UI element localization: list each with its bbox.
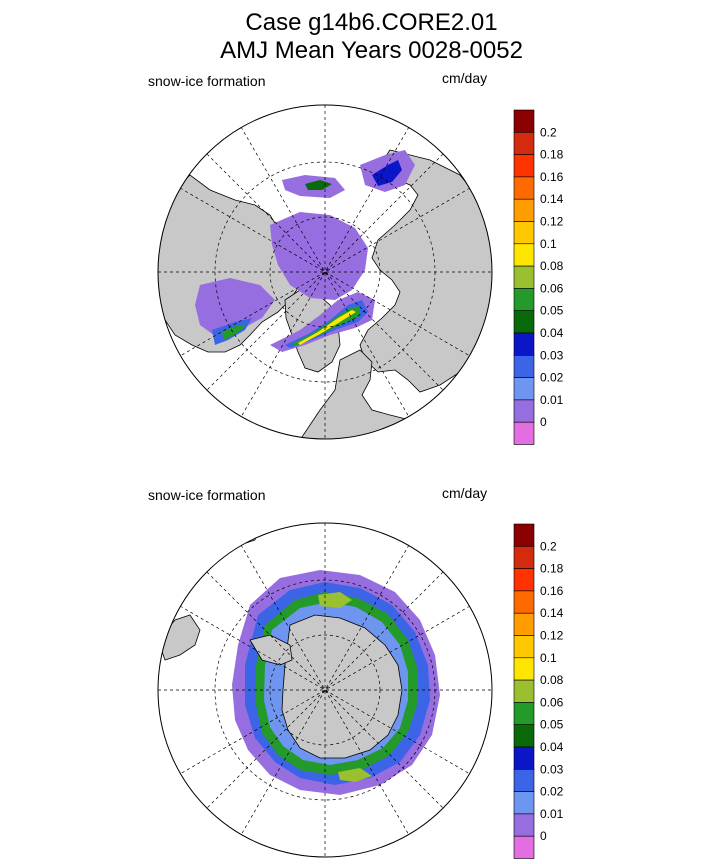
south-colorbar-tick-label: 0.02 <box>540 785 564 799</box>
south-colorbar-swatch-6 <box>513 657 535 681</box>
north-colorbar-swatch-10 <box>513 332 535 356</box>
north-colorbar-swatch-9 <box>513 310 535 334</box>
north-colorbar-tick-label: 0.06 <box>540 281 564 295</box>
south-seaice-yellow-ross <box>338 768 372 782</box>
south-land-peninsula <box>249 634 293 666</box>
north-colorbar-tick-label: 0.1 <box>540 237 557 251</box>
north-colorbar-swatch-3 <box>513 176 535 200</box>
figure-title-case: Case g14b6.CORE2.01 <box>245 9 498 36</box>
north-colorbar-swatch-4 <box>513 198 535 222</box>
north-colorbar-swatch-14 <box>513 421 535 445</box>
south-colorbar-tick-label: 0.16 <box>540 584 564 598</box>
north-seaice-barents-yellow <box>298 310 356 345</box>
north-seaice-okhotsk-blue <box>372 160 402 186</box>
south-colorbar-swatch-10 <box>513 746 535 770</box>
north-colorbar-tick-label: 0.16 <box>540 170 564 184</box>
south-land-antarctica <box>281 614 403 759</box>
south-colorbar-swatch-5 <box>513 635 535 659</box>
south-colorbar-tick-label: 0.06 <box>540 695 564 709</box>
south-colorbar-swatch-13 <box>513 813 535 837</box>
north-colorbar-swatch-7 <box>513 265 535 289</box>
south-colorbar-swatch-9 <box>513 724 535 748</box>
south-colorbar-tick-label: 0.03 <box>540 762 564 776</box>
north-colorbar-swatch-0 <box>513 109 535 133</box>
north-colorbar-swatch-8 <box>513 288 535 311</box>
south-colorbar-tick-label: 0.14 <box>540 606 564 620</box>
north-colorbar-tick-label: 0.02 <box>540 371 564 385</box>
north-colorbar-swatch-12 <box>513 377 535 401</box>
south-colorbar-swatch-4 <box>513 612 535 636</box>
north-colorbar-tick-label: 0.08 <box>540 259 564 273</box>
south-colorbar-tick-label: 0.04 <box>540 740 564 754</box>
north-colorbar-tick-label: 0.18 <box>540 148 564 162</box>
south-colorbar-swatch-14 <box>513 835 535 859</box>
south-seaice-yellow-weddell <box>318 592 352 608</box>
north-colorbar: 0.2 0.18 0.16 0.14 0.12 0.1 0.08 0.06 0.05 0.04 0.… <box>513 109 564 445</box>
figure-title-period: AMJ Mean Years 0028-0052 <box>220 37 523 64</box>
south-colorbar-swatch-3 <box>513 590 535 614</box>
south-colorbar-swatch-11 <box>513 768 535 792</box>
north-colorbar-tick-label: 0.14 <box>540 192 564 206</box>
north-seaice-baffin <box>195 278 275 336</box>
north-colorbar-swatch-6 <box>513 243 535 267</box>
south-colorbar-tick-label: 0.12 <box>540 629 564 643</box>
south-panel-title: snow-ice formation <box>148 487 266 503</box>
north-colorbar-tick-label: 0.03 <box>540 348 564 362</box>
north-seaice-labrador-green <box>222 325 246 340</box>
north-land-eurasia <box>359 149 492 393</box>
north-colorbar-tick-label: 0.04 <box>540 326 564 340</box>
south-colorbar-swatch-7 <box>513 679 535 703</box>
north-panel-title: snow-ice formation <box>148 73 266 89</box>
north-colorbar-swatch-1 <box>513 132 535 155</box>
south-colorbar-tick-label: 0.2 <box>540 539 557 553</box>
north-colorbar-swatch-2 <box>513 154 535 178</box>
north-panel-units: cm/day <box>442 70 488 86</box>
north-colorbar-tick-label: 0.01 <box>540 393 564 407</box>
south-colorbar: 0.2 0.18 0.16 0.14 0.12 0.1 0.08 0.06 0.05 0.04 0.… <box>513 523 564 859</box>
south-colorbar-tick-label: 0.05 <box>540 718 564 732</box>
south-colorbar-swatch-8 <box>513 702 535 726</box>
south-colorbar-swatch-1 <box>513 545 535 569</box>
south-colorbar-swatch-0 <box>513 523 535 547</box>
north-seaice-bering-green <box>305 180 332 190</box>
north-colorbar-swatch-13 <box>513 399 535 423</box>
south-colorbar-tick-label: 0.18 <box>540 562 564 576</box>
south-land-south-america <box>158 614 201 661</box>
south-colorbar-tick-label: 0.01 <box>540 807 564 821</box>
north-colorbar-tick-label: 0.2 <box>540 125 557 139</box>
north-colorbar-tick-label: 0 <box>540 415 547 429</box>
north-colorbar-swatch-11 <box>513 354 535 378</box>
north-colorbar-tick-label: 0.05 <box>540 304 564 318</box>
south-colorbar-swatch-2 <box>513 568 535 592</box>
north-colorbar-tick-label: 0.12 <box>540 215 564 229</box>
south-colorbar-swatch-12 <box>513 791 535 815</box>
north-colorbar-swatch-5 <box>513 221 535 245</box>
south-colorbar-tick-label: 0 <box>540 829 547 843</box>
north-land-europe <box>299 349 421 439</box>
south-colorbar-tick-label: 0.1 <box>540 651 557 665</box>
south-colorbar-tick-label: 0.08 <box>540 673 564 687</box>
south-panel-units: cm/day <box>442 485 488 501</box>
north-seaice-arctic <box>270 212 368 300</box>
